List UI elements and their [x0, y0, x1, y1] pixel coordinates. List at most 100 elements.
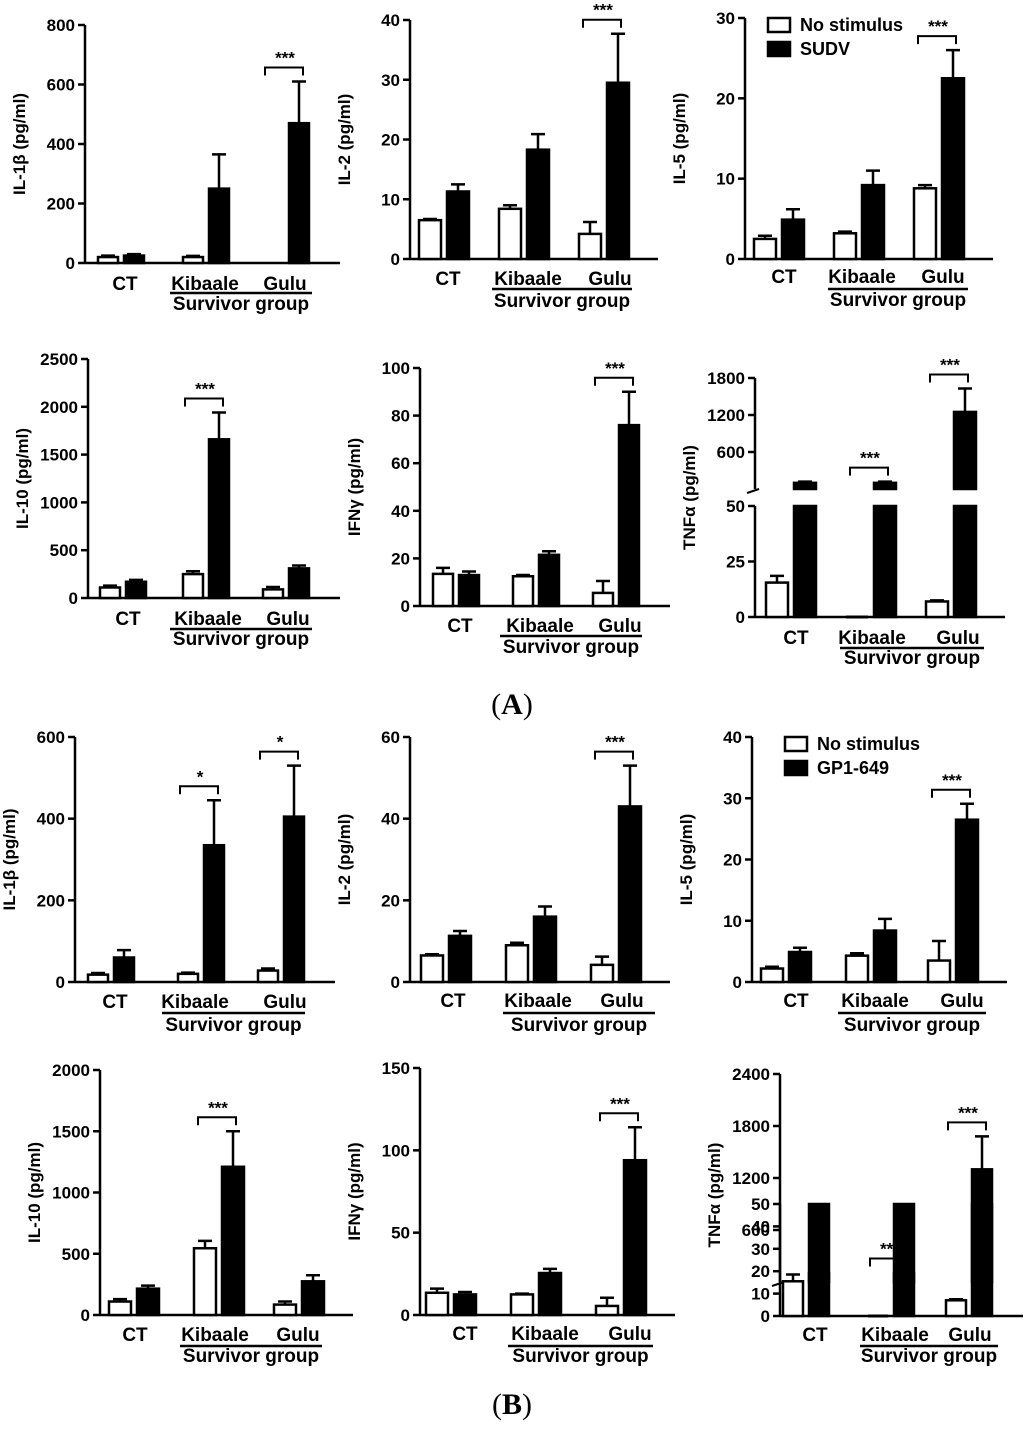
- error-bar: [101, 254, 115, 258]
- chart-9: 0 10 20 30 40 IL-5 (pg/ml) *** CT Kibaale Gulu Sur…: [677, 728, 1007, 1036]
- error-bar: [186, 569, 200, 575]
- panel-label-b: (B): [491, 1388, 532, 1421]
- significance-stars: ***: [195, 380, 215, 399]
- x-axis-label: Survivor group: [511, 1015, 647, 1036]
- y-axis-label: IL-5 (pg/ml): [677, 814, 696, 906]
- error-bar: [897, 1271, 911, 1274]
- bar-no-stimulus: [504, 944, 530, 984]
- y-tick-label: 0: [391, 250, 400, 269]
- category-label: Kibaale: [506, 616, 574, 637]
- y-axis-label: IL-1β (pg/ml): [0, 809, 19, 911]
- significance-bracket: [184, 397, 224, 407]
- significance-bracket: [947, 1121, 987, 1131]
- bar-stimulated: [124, 580, 148, 600]
- y-tick-label: 20: [751, 1262, 770, 1281]
- error-bar: [423, 217, 437, 221]
- bar-stimulated: [207, 438, 231, 600]
- bar-stimulated: [287, 121, 311, 265]
- error-bar: [600, 1296, 614, 1306]
- y-tick-label: 1500: [52, 1122, 90, 1141]
- y-axis-label: IL-2 (pg/ml): [335, 94, 354, 186]
- error-bar: [430, 1287, 444, 1293]
- bar-stimulated-upper: [792, 481, 818, 491]
- category-label: Gulu: [598, 616, 641, 637]
- error-bar: [611, 32, 625, 83]
- significance-bracket: [582, 18, 622, 28]
- y-tick-label: 200: [47, 195, 75, 214]
- bar-stimulated: [525, 148, 551, 261]
- bar-stimulated: [792, 504, 818, 619]
- bar-no-stimulus: [192, 1246, 218, 1317]
- bar-stimulated: [617, 423, 641, 608]
- legend-label: No stimulus: [817, 734, 920, 754]
- y-tick-label: 0: [733, 973, 742, 992]
- error-bar: [531, 132, 545, 150]
- error-bar: [975, 1135, 989, 1170]
- y-tick-label: 10: [751, 1285, 770, 1304]
- bar-no-stimulus: [781, 1280, 805, 1318]
- bar-no-stimulus: [844, 954, 870, 984]
- y-tick-label: 600: [47, 76, 75, 95]
- error-bar: [878, 480, 892, 483]
- y-tick-label: 2000: [40, 398, 78, 417]
- chart-10: 0 500 1000 1500 2000 IL-10 (pg/ml) *** CT Kibaal…: [25, 1061, 353, 1367]
- significance-stars: ***: [958, 1103, 978, 1122]
- significance-bracket: [264, 66, 304, 76]
- error-bar: [425, 952, 439, 956]
- bar-stimulated: [807, 1202, 831, 1318]
- category-label: Kibaale: [841, 991, 909, 1012]
- category-label: CT: [122, 1325, 148, 1346]
- error-bar: [542, 550, 556, 555]
- bar-no-stimulus: [261, 588, 285, 600]
- y-tick-label: 20: [723, 851, 742, 870]
- bar-no-stimulus: [764, 581, 790, 619]
- error-bar: [113, 1297, 127, 1302]
- chart-4: 0 500 1000 1500 2000 2500 IL-10 (pg/ml) *** CT Ki…: [13, 350, 340, 650]
- category-label: CT: [112, 274, 138, 295]
- bar-stimulated-upper: [892, 1272, 916, 1284]
- error-bar: [543, 1267, 557, 1274]
- y-tick-label: 20: [381, 131, 400, 150]
- y-tick-label: 30: [751, 1240, 770, 1259]
- y-tick-label: 1200: [732, 1169, 770, 1188]
- x-axis-label: Survivor group: [173, 629, 309, 650]
- error-bar: [918, 183, 932, 189]
- y-tick-label: 50: [391, 1224, 410, 1243]
- significance-bracket: [599, 1112, 639, 1122]
- y-tick-label: 40: [391, 502, 410, 521]
- legend-b: No stimulus GP1-649: [783, 734, 920, 778]
- bar-no-stimulus: [419, 954, 445, 984]
- error-bar: [103, 584, 117, 588]
- y-tick-label: 2000: [52, 1061, 90, 1080]
- legend-swatch-stimulated: [766, 40, 792, 58]
- y-axis-label: IL-10 (pg/ml): [13, 428, 32, 529]
- x-axis-label: Survivor group: [494, 291, 630, 312]
- significance-bracket: [197, 1116, 237, 1126]
- bar-stimulated: [532, 915, 558, 984]
- significance-stars: ***: [605, 733, 625, 752]
- bar-no-stimulus: [591, 591, 615, 608]
- panel-label-a: (A): [491, 688, 533, 721]
- bar-stimulated: [872, 929, 898, 984]
- y-tick-label: 50: [726, 497, 745, 516]
- bar-no-stimulus: [107, 1300, 133, 1317]
- chart-11: 0 50 100 150 IFNγ (pg/ml) *** CT Kibaale GuluSur…: [345, 1059, 675, 1367]
- error-bar: [516, 573, 530, 577]
- bar-stimulated: [860, 183, 886, 261]
- category-label: Kibaale: [504, 991, 572, 1012]
- error-bar: [503, 203, 517, 209]
- bar-no-stimulus: [926, 959, 952, 984]
- bar-stimulated: [445, 190, 471, 261]
- error-bar: [198, 1239, 212, 1249]
- y-tick-label: 1200: [707, 406, 745, 425]
- y-tick-label: 80: [391, 407, 410, 426]
- bar-stimulated-upper: [952, 410, 978, 491]
- y-tick-label: 20: [381, 891, 400, 910]
- significance-bracket: [849, 466, 889, 476]
- chart-7: 0 200 400 600 IL-1β (pg/ml) * * CT Kibaale GuluSu…: [0, 728, 335, 1036]
- significance-stars: ***: [275, 49, 295, 68]
- error-bar: [292, 564, 306, 569]
- y-axis-label: IL-10 (pg/ml): [25, 1142, 44, 1243]
- error-bar: [932, 939, 946, 961]
- error-bar: [278, 1300, 292, 1305]
